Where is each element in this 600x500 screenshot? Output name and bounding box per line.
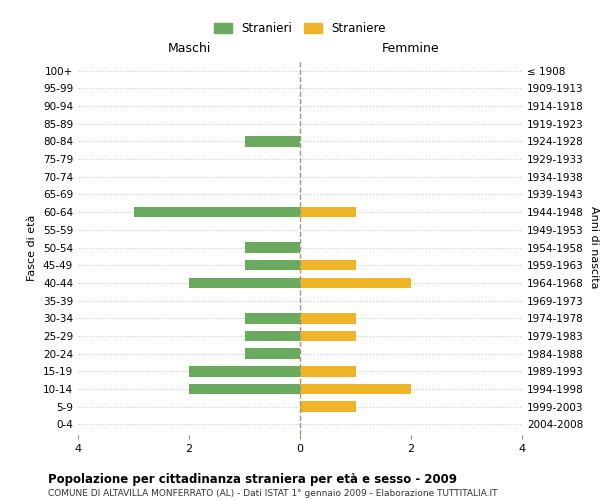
Bar — [189, 278, 300, 288]
Bar — [133, 207, 300, 218]
Bar — [300, 260, 355, 270]
Bar — [300, 313, 355, 324]
Text: Femmine: Femmine — [382, 42, 440, 54]
Y-axis label: Anni di nascita: Anni di nascita — [589, 206, 599, 289]
Bar — [300, 278, 411, 288]
Bar — [245, 313, 300, 324]
Bar — [245, 136, 300, 146]
Text: Maschi: Maschi — [167, 42, 211, 54]
Bar — [300, 207, 355, 218]
Legend: Stranieri, Straniere: Stranieri, Straniere — [209, 17, 391, 40]
Bar — [245, 348, 300, 359]
Bar — [189, 384, 300, 394]
Bar — [189, 366, 300, 376]
Bar — [300, 384, 411, 394]
Text: Popolazione per cittadinanza straniera per età e sesso - 2009: Popolazione per cittadinanza straniera p… — [48, 472, 457, 486]
Bar — [300, 366, 355, 376]
Y-axis label: Fasce di età: Fasce di età — [28, 214, 37, 280]
Text: COMUNE DI ALTAVILLA MONFERRATO (AL) - Dati ISTAT 1° gennaio 2009 - Elaborazione : COMUNE DI ALTAVILLA MONFERRATO (AL) - Da… — [48, 489, 497, 498]
Bar — [245, 242, 300, 253]
Bar — [245, 260, 300, 270]
Bar — [300, 402, 355, 412]
Bar — [245, 330, 300, 341]
Bar — [300, 330, 355, 341]
